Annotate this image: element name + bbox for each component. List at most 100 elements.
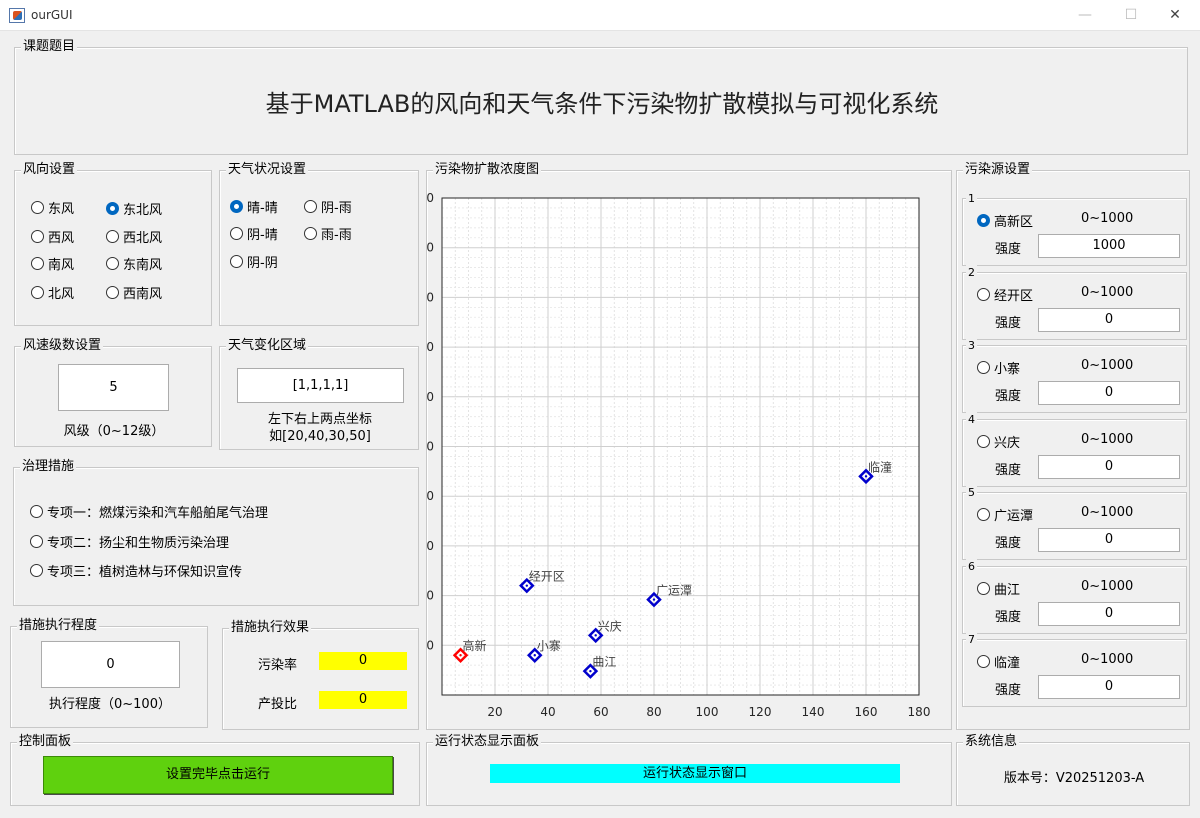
- maximize-button[interactable]: ☐: [1124, 7, 1138, 23]
- source-range-label: 0~1000: [1081, 652, 1134, 667]
- radio-wind-southeast[interactable]: 东南风: [106, 254, 162, 273]
- point-center-5: [594, 634, 597, 637]
- point-marker-6: [646, 591, 662, 608]
- wind-speed-input[interactable]: 5: [58, 364, 169, 411]
- plot-border: [441, 197, 920, 696]
- radio-circle-icon: [106, 286, 119, 299]
- source-strength-label: 强度: [995, 389, 1022, 404]
- chart-panel: 污染物扩散浓度图 20 40 60 80 100 120 140 160 180 50 100 150…: [426, 162, 952, 730]
- weather-region-input[interactable]: [1,1,1,1]: [237, 368, 404, 403]
- source-strength-input[interactable]: 0: [1038, 602, 1180, 626]
- weather-region-caption-2: 如[20,40,30,50]: [269, 429, 371, 444]
- weather-region-panel: 天气变化区域 [1,1,1,1] 左下右上两点坐标 如[20,40,30,50]: [219, 338, 419, 450]
- x-tick-label: 60: [593, 705, 608, 719]
- radio-source-7[interactable]: 临潼: [977, 652, 1020, 671]
- status-panel-title: 运行状态显示面板: [433, 734, 542, 750]
- radio-measure-3[interactable]: 专项三：植树造林与环保知识宣传: [30, 561, 242, 580]
- y-tick-label: 350: [427, 340, 434, 354]
- minimize-button[interactable]: —: [1078, 7, 1092, 23]
- point-center-4: [589, 669, 592, 673]
- point-center-6: [652, 598, 656, 601]
- radio-wind-west[interactable]: 西风: [31, 227, 74, 246]
- source-strength-label: 强度: [995, 463, 1022, 478]
- radio-circle-icon: [977, 582, 990, 595]
- radio-source-2[interactable]: 经开区: [977, 285, 1033, 304]
- source-strength-input[interactable]: 0: [1038, 455, 1180, 479]
- y-tick-label: 250: [427, 440, 434, 454]
- radio-circle-icon: [106, 230, 119, 243]
- close-button[interactable]: ✕: [1169, 7, 1181, 23]
- wind-speed-caption: 风级（0~12级）: [63, 424, 165, 439]
- radio-circle-icon: [977, 435, 990, 448]
- point-marker-3: [526, 647, 543, 664]
- status-display: 运行状态显示窗口: [490, 764, 900, 783]
- source-strength-input[interactable]: 0: [1038, 381, 1180, 405]
- y-tick-label: 400: [427, 290, 434, 304]
- radio-circle-icon: [977, 288, 990, 301]
- point-label-7: 临潼: [868, 459, 892, 474]
- source-range-label: 0~1000: [1081, 579, 1134, 594]
- point-marker-1: [452, 647, 469, 664]
- topic-panel-title: 课题题目: [21, 39, 78, 55]
- source-subpanel-4: 4 兴庆 0~1000 强度 0: [962, 412, 1187, 487]
- source-strength-label: 强度: [995, 316, 1022, 331]
- exec-degree-panel-title: 措施执行程度: [17, 618, 100, 634]
- weather-panel: 天气状况设置 晴-晴 阴-雨 阴-晴 雨-雨 阴-阴: [219, 162, 419, 326]
- x-tick-label: 180: [908, 705, 931, 719]
- radio-source-5[interactable]: 广运潭: [977, 505, 1033, 524]
- point-center-2: [525, 584, 528, 587]
- x-tick-label: 160: [855, 705, 878, 719]
- point-center-7: [864, 475, 868, 478]
- radio-weather-rain-rain[interactable]: 雨-雨: [304, 224, 352, 243]
- radio-source-6[interactable]: 曲江: [977, 579, 1020, 598]
- project-title: 基于MATLAB的风向和天气条件下污染物扩散模拟与可视化系统: [265, 90, 939, 118]
- radio-circle-icon: [106, 257, 119, 270]
- system-info-panel-title: 系统信息: [963, 734, 1020, 750]
- source-subpanel-5: 5 广运潭 0~1000 强度 0: [962, 485, 1187, 560]
- radio-measure-2[interactable]: 专项二：扬尘和生物质污染治理: [30, 532, 229, 551]
- radio-wind-north[interactable]: 北风: [31, 283, 74, 302]
- source-strength-input[interactable]: 1000: [1038, 234, 1180, 258]
- source-range-label: 0~1000: [1081, 432, 1134, 447]
- status-panel: 运行状态显示面板 运行状态显示窗口: [426, 734, 952, 806]
- radio-source-3[interactable]: 小寨: [977, 358, 1020, 377]
- point-label-2: 经开区: [529, 570, 565, 584]
- point-marker-5: [587, 627, 604, 644]
- source-strength-label: 强度: [995, 536, 1022, 551]
- source-strength-input[interactable]: 0: [1038, 675, 1180, 699]
- y-tick-label: 500: [427, 191, 434, 205]
- radio-wind-southwest[interactable]: 西南风: [106, 283, 162, 302]
- radio-weather-cloudy-cloudy[interactable]: 阴-阴: [230, 252, 278, 271]
- source-number: 5: [966, 485, 977, 501]
- exec-degree-panel: 措施执行程度 0 执行程度（0~100）: [10, 618, 208, 728]
- x-tick-label: 40: [540, 705, 555, 719]
- point-label-3: 小寨: [537, 638, 561, 653]
- run-button[interactable]: 设置完毕点击运行: [43, 756, 393, 794]
- radio-selected-icon: [230, 200, 243, 213]
- point-center-1: [459, 654, 462, 657]
- radio-wind-northeast[interactable]: 东北风: [106, 199, 162, 218]
- radio-circle-icon: [30, 505, 43, 518]
- exec-degree-input[interactable]: 0: [41, 641, 180, 688]
- radio-source-4[interactable]: 兴庆: [977, 432, 1020, 451]
- radio-weather-cloudy-rain[interactable]: 阴-雨: [304, 197, 352, 216]
- title-bar: ourGUI — ☐ ✕: [0, 0, 1200, 31]
- radio-wind-south[interactable]: 南风: [31, 254, 74, 273]
- radio-wind-east[interactable]: 东风: [31, 198, 74, 217]
- radio-source-1[interactable]: 高新区: [977, 211, 1033, 230]
- radio-wind-northwest[interactable]: 西北风: [106, 227, 162, 246]
- system-info-panel: 系统信息 版本号：V20251203-A: [956, 734, 1190, 806]
- output-input-ratio-label: 产投比: [258, 697, 298, 712]
- radio-weather-cloudy-sunny[interactable]: 阴-晴: [230, 224, 278, 243]
- point-center-3: [533, 654, 536, 657]
- matlab-app-icon: [9, 8, 25, 23]
- point-marker-2: [519, 577, 535, 594]
- scatter-chart: 20 40 60 80 100 120 140 160 180 50 100 150 200 250 300…: [427, 191, 931, 719]
- radio-weather-sunny-sunny[interactable]: 晴-晴: [230, 197, 278, 216]
- source-strength-label: 强度: [995, 242, 1022, 257]
- source-strength-input[interactable]: 0: [1038, 528, 1180, 552]
- source-strength-label: 强度: [995, 683, 1022, 698]
- x-tick-label: 140: [802, 705, 825, 719]
- source-strength-input[interactable]: 0: [1038, 308, 1180, 332]
- radio-measure-1[interactable]: 专项一：燃煤污染和汽车船舶尾气治理: [30, 502, 268, 521]
